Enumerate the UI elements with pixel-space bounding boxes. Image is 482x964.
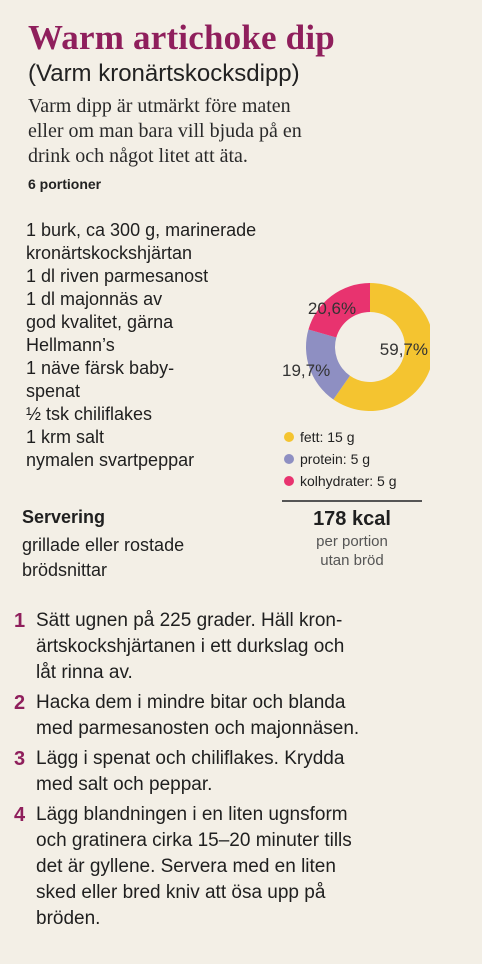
recipe-subtitle: (Varm kronärtskocksdipp) — [28, 60, 300, 87]
kcal-value: 178 kcal — [313, 508, 391, 530]
legend-item-protein: protein: 5 g — [284, 448, 397, 470]
step-item: 4 Lägg blandningen i en liten ugnsform o… — [14, 802, 474, 932]
donut-slice-protein — [306, 329, 350, 400]
step-text: Lägg i spenat och chiliflakes. Krydda me… — [36, 746, 344, 798]
step-line: sked eller bred kniv att ösa upp på — [36, 882, 326, 903]
legend-label: protein: 5 g — [300, 451, 371, 467]
serving-line: brödsnittar — [22, 560, 108, 580]
ingredient-line: ½ tsk chiliflakes — [26, 404, 153, 424]
kcal-note-line: per portion — [316, 533, 388, 550]
step-line: ärtskockshjärtanen i ett durkslag och — [36, 636, 345, 657]
intro-line: drink och något litet att äta. — [28, 145, 248, 167]
ingredient-line: 1 krm salt — [26, 427, 105, 447]
serving-line: grillade eller rostade — [22, 535, 185, 555]
ingredient-line: 1 dl majonnäs av — [26, 289, 163, 309]
donut-slice-fat — [333, 283, 430, 411]
recipe-intro: Varm dipp är utmärkt före maten eller om… — [28, 94, 468, 169]
ingredient-line: kronärtskockshjärtan — [26, 243, 193, 263]
donut-label-fat: 59,7% — [380, 340, 428, 359]
step-text: Hacka dem i mindre bitar och blanda med … — [36, 690, 359, 742]
step-line: Sätt ugnen på 225 grader. Häll kron- — [36, 610, 343, 631]
step-line: och gratinera cirka 15–20 minuter tills — [36, 830, 352, 851]
step-number: 1 — [14, 610, 26, 632]
step-number: 3 — [14, 748, 26, 770]
step-text: Sätt ugnen på 225 grader. Häll kron- ärt… — [36, 608, 344, 686]
ingredient-line: 1 burk, ca 300 g, marinerade — [26, 220, 257, 240]
step-number: 4 — [14, 804, 26, 826]
step-line: Lägg i spenat och chiliflakes. Krydda — [36, 748, 345, 769]
fat-color-dot — [284, 432, 294, 442]
step-item: 1 Sätt ugnen på 225 grader. Häll kron- ä… — [14, 608, 474, 686]
recipe-title: Warm artichoke dip — [28, 18, 335, 57]
protein-color-dot — [284, 454, 294, 464]
step-item: 3 Lägg i spenat och chiliflakes. Krydda … — [14, 746, 474, 798]
legend-label: kolhydrater: 5 g — [300, 473, 397, 489]
instruction-steps: 1 Sätt ugnen på 225 grader. Häll kron- ä… — [14, 608, 474, 936]
kcal-note: per portion utan bröd — [282, 532, 422, 570]
legend-item-carbs: kolhydrater: 5 g — [284, 470, 397, 492]
step-line: det är gyllene. Servera med en liten — [36, 856, 336, 877]
kcal-note-line: utan bröd — [320, 552, 384, 569]
ingredient-line: spenat — [26, 381, 81, 401]
ingredient-line: Hellmann’s — [26, 335, 115, 355]
step-line: med salt och peppar. — [36, 774, 213, 795]
servings-label: 6 portioner — [28, 176, 102, 192]
donut-label-carbs: 20,6% — [308, 299, 356, 318]
ingredient-line: god kvalitet, gärna — [26, 312, 174, 332]
step-line: bröden. — [36, 908, 101, 929]
nutrition-divider — [282, 500, 422, 502]
step-text: Lägg blandningen i en liten ugnsform och… — [36, 802, 352, 932]
donut-label-protein: 19,7% — [282, 361, 330, 380]
legend-item-fat: fett: 15 g — [284, 426, 397, 448]
ingredient-line: nymalen svartpeppar — [26, 450, 195, 470]
ingredient-list: 1 burk, ca 300 g, marinerade kronärtskoc… — [26, 219, 256, 472]
ingredient-line: 1 näve färsk baby- — [26, 358, 175, 378]
step-line: Hacka dem i mindre bitar och blanda — [36, 692, 346, 713]
step-line: Lägg blandningen i en liten ugnsform — [36, 804, 348, 825]
step-number: 2 — [14, 692, 26, 714]
serving-heading: Servering — [22, 507, 106, 527]
step-item: 2 Hacka dem i mindre bitar och blanda me… — [14, 690, 474, 742]
serving-text: grillade eller rostade brödsnittar — [22, 533, 184, 583]
nutrition-donut-chart: 59,7% 19,7% 20,6% — [282, 283, 430, 411]
step-line: låt rinna av. — [36, 662, 133, 683]
ingredient-line: 1 dl riven parmesanost — [26, 266, 209, 286]
nutrition-legend: fett: 15 g protein: 5 g kolhydrater: 5 g — [284, 426, 397, 492]
intro-line: eller om man bara vill bjuda på en — [28, 120, 302, 142]
legend-label: fett: 15 g — [300, 429, 355, 445]
carbs-color-dot — [284, 476, 294, 486]
step-line: med parmesanosten och majonnäsen. — [36, 718, 360, 739]
intro-line: Varm dipp är utmärkt före maten — [28, 95, 291, 117]
donut-slice-carbs — [308, 283, 370, 338]
